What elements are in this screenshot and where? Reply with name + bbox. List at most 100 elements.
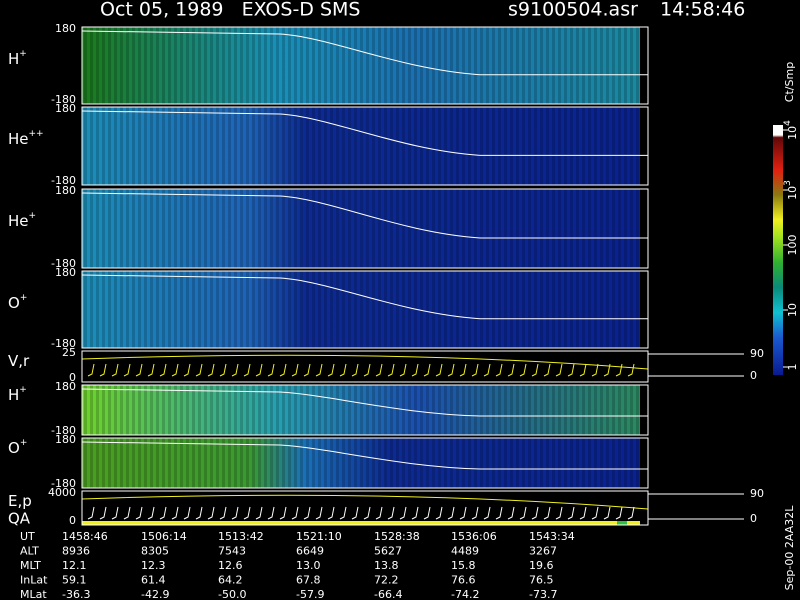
y-tick-label: 180 [55, 380, 76, 393]
footer-value: 1528:38 [374, 530, 420, 543]
qa-bar [82, 521, 640, 525]
footer-value: 64.2 [218, 574, 243, 587]
footer-value: -57.9 [296, 588, 324, 600]
colorbar-tick-label-base: 10 [786, 186, 799, 200]
footer-value: 12.6 [218, 559, 243, 572]
spectrogram-texture [82, 189, 640, 268]
footer-value: 1521:10 [296, 530, 342, 543]
pitch-curve [81, 30, 648, 76]
panel-label-sup: + [19, 385, 27, 395]
y-tick-label: -180 [51, 174, 76, 187]
panel-label-sup: + [20, 438, 28, 448]
footer-value: -74.2 [451, 588, 479, 600]
pitch-curve [81, 110, 648, 156]
footer-value: 12.1 [62, 559, 87, 572]
panel-label-base: H [8, 50, 19, 68]
colorbar-tick-label-base: 10 [786, 126, 799, 140]
y-tick-label: 180 [55, 22, 76, 35]
y-tick-label: -180 [51, 424, 76, 437]
spectrogram-texture [82, 438, 640, 488]
footer-row-label: ALT [20, 545, 39, 558]
panel-label-sup: ++ [29, 129, 44, 139]
right-tick-label: 0 [750, 369, 757, 382]
footer-value: 13.8 [374, 559, 399, 572]
pitch-curve [81, 388, 648, 417]
panel-frame [81, 437, 649, 489]
footer-value: -73.7 [529, 588, 557, 600]
footer-value: -66.4 [374, 588, 402, 600]
y-tick-label: -180 [51, 93, 76, 106]
pitch-curve [81, 441, 648, 470]
panel-frame [81, 106, 649, 186]
right-tick-label: 0 [750, 512, 757, 525]
footer-value: 67.8 [296, 574, 321, 587]
colorbar-tick-label-base: 10 [786, 303, 799, 317]
qa-bar-flag [617, 521, 627, 525]
footer-value: -50.0 [218, 588, 246, 600]
footer-value: 15.8 [451, 559, 476, 572]
footer-row-label: MLat [20, 588, 47, 600]
y-tick-label: 0 [69, 514, 76, 527]
footer-value: 3267 [529, 545, 557, 558]
colorbar-tick-label: 1 [786, 364, 799, 371]
colorbar-tick-label-sup: 4 [783, 120, 793, 126]
y-tick-label: -180 [51, 337, 76, 350]
footer-row-label: InLat [20, 574, 48, 587]
y-tick-label: 0 [69, 371, 76, 384]
pitch-curve [81, 192, 648, 239]
footer-value: 12.3 [141, 559, 166, 572]
footer-value: 1458:46 [62, 530, 108, 543]
footer-value: 1513:42 [218, 530, 264, 543]
trace [81, 494, 649, 510]
panel-frame [81, 188, 649, 269]
colorbar-tick-label: 104 [783, 120, 800, 140]
footer-value: 76.6 [451, 574, 476, 587]
colorbar-tick-label: 100 [786, 235, 799, 256]
colorbar-unit: Ct/Smp [783, 62, 796, 102]
panel-label: O+ [8, 438, 27, 457]
panel-label-base: O [8, 294, 20, 312]
footer-value: 1536:06 [451, 530, 497, 543]
panel-label-base: E,p [8, 492, 32, 510]
colorbar-tick-label: 103 [783, 180, 800, 200]
panel-frame [81, 350, 649, 383]
y-tick-label: 25 [62, 346, 76, 359]
pitch-curve [81, 274, 648, 320]
panel-label-2: QA [8, 510, 31, 528]
panel-frame [81, 26, 649, 105]
y-tick-label: 180 [55, 102, 76, 115]
panel-label-sup: + [19, 49, 27, 59]
side-note: Sep-00 2AA32L [783, 505, 796, 591]
footer-value: 8305 [141, 545, 169, 558]
panel-frame [81, 270, 649, 349]
right-tick-label: 90 [750, 347, 764, 360]
right-tick-label: 90 [750, 487, 764, 500]
footer-value: 5627 [374, 545, 402, 558]
footer-value: 6649 [296, 545, 324, 558]
panel-label: He++ [8, 129, 44, 148]
y-tick-label: 180 [55, 184, 76, 197]
y-tick-label: 180 [55, 266, 76, 279]
panel-label-base: O [8, 439, 20, 457]
footer-value: 7543 [218, 545, 246, 558]
spectrogram-texture [82, 271, 640, 348]
angle-trace [87, 363, 635, 377]
panel-label-sup: + [20, 293, 28, 303]
footer-value: 76.5 [529, 574, 554, 587]
spectrogram-texture [82, 385, 640, 435]
panel-label: O+ [8, 293, 27, 312]
footer-value: -36.3 [62, 588, 90, 600]
colorbar [773, 125, 783, 375]
panel-frame [81, 490, 649, 526]
colorbar-tick-label-base: 100 [786, 235, 799, 256]
footer-row-label: UT [20, 530, 35, 543]
spectrogram-texture [82, 27, 640, 104]
trace [81, 354, 649, 370]
y-tick-label: 4000 [48, 486, 76, 499]
colorbar-tick-label-base: 1 [786, 364, 799, 371]
footer-row-label: MLT [20, 559, 41, 572]
panel-frame [81, 384, 649, 436]
panel-label-base: V,r [8, 352, 30, 370]
panel-label-base: He [8, 130, 29, 148]
